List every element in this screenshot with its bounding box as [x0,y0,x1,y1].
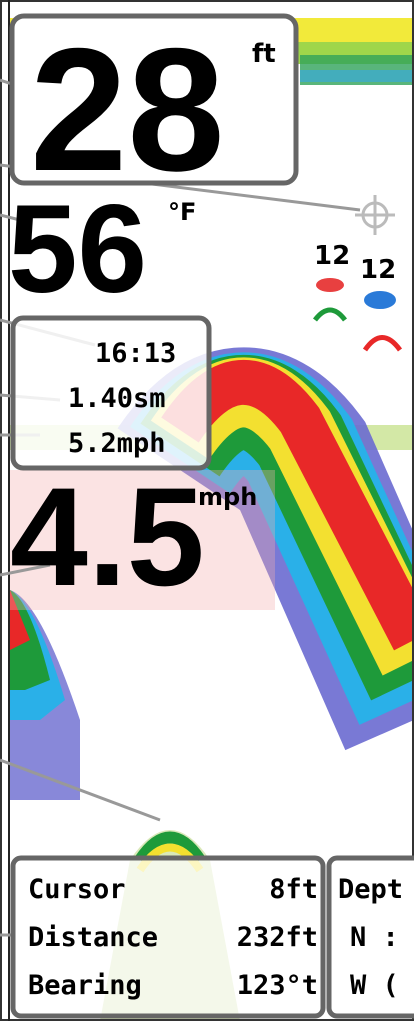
cursor-value: 232ft [237,922,318,953]
cursor-label: Cursor [28,874,126,905]
cursor-crosshair [355,195,395,235]
speed-value: 4.5 [10,458,205,615]
speed-unit: mph [198,483,257,511]
temperature-unit: °F [168,198,196,226]
cursor-value: 8ft [269,874,318,905]
distance: 1.40sm [68,383,166,414]
cursor-box [10,855,326,1019]
fish-icons: 12 12 [313,241,403,352]
position-label: N : [350,922,399,953]
position-label: Dept [338,874,403,905]
depth-box [9,13,299,186]
cursor-label: Distance [28,922,158,953]
position-label: W ( [350,970,399,1001]
readout-box [10,315,212,471]
position-box [326,855,414,1019]
trip-speed: 5.2mph [68,428,166,459]
temperature-value: 56 [8,180,147,319]
cursor-value: 123°t [237,970,318,1001]
depth-value: 28 [30,13,225,208]
depth-unit: ft [252,39,276,69]
fish-depth: 12 [360,255,396,285]
fish-depth: 12 [314,241,350,271]
cursor-label: Bearing [28,970,142,1001]
time: 16:13 [95,338,176,369]
